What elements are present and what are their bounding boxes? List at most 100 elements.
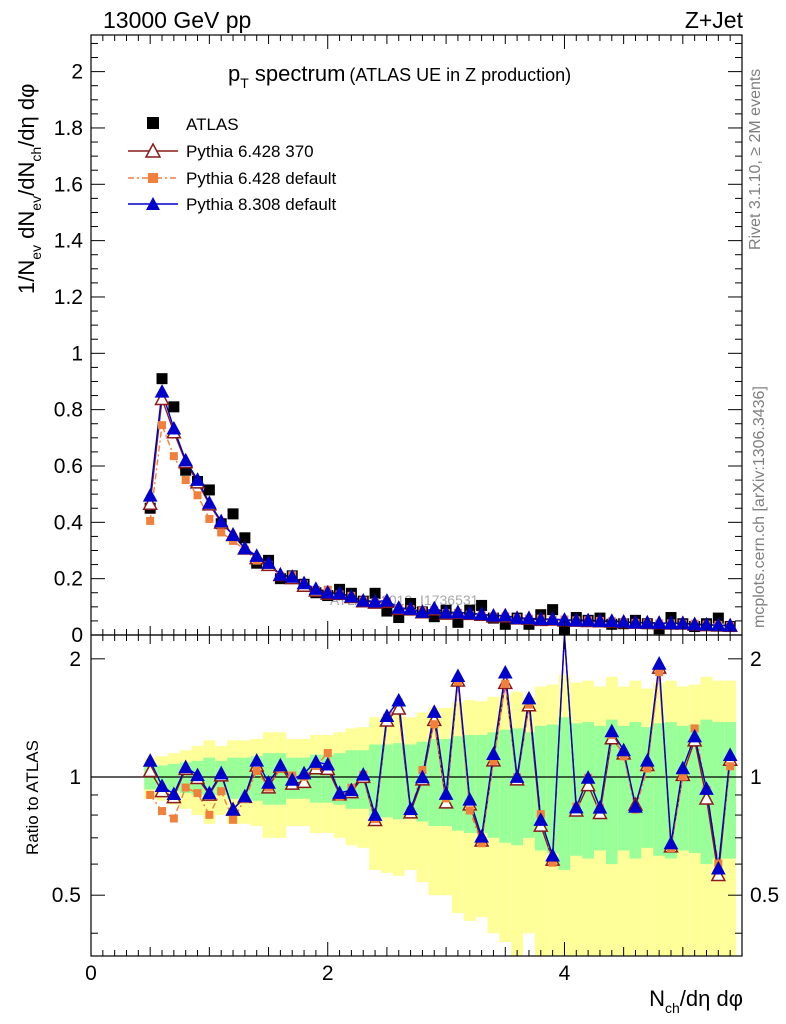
- ratio-point: [533, 812, 549, 826]
- ratio-point: [450, 668, 466, 683]
- atlas-point: [369, 587, 381, 599]
- ratio-point: [237, 788, 253, 803]
- ratio-point: [568, 799, 584, 814]
- atlas-point: [547, 604, 559, 616]
- y-label-p4: /dη dφ: [14, 84, 39, 147]
- ratio-point: [501, 679, 510, 688]
- mc-point: [415, 604, 430, 618]
- ratio-point: [497, 664, 513, 679]
- band-green: [274, 753, 287, 805]
- ratio-point: [678, 772, 687, 781]
- ratio-point: [643, 764, 652, 773]
- x-tick-label: 2: [322, 962, 334, 985]
- mc-point: [308, 581, 324, 595]
- band-green: [203, 757, 216, 799]
- band-green: [392, 743, 405, 820]
- ratio-point: [687, 728, 702, 743]
- ratio-point: [213, 765, 229, 780]
- y-tick-label: 0.8: [54, 399, 83, 422]
- ratio-point: [355, 767, 371, 781]
- mc-point: [497, 607, 513, 622]
- y-tick-label: 0.4: [54, 511, 84, 534]
- band-green: [179, 762, 192, 794]
- ratio-point: [675, 760, 691, 775]
- mc-point: [462, 605, 478, 620]
- band-green: [617, 725, 630, 851]
- ratio-point: [592, 799, 608, 814]
- ratio-point: [225, 802, 241, 816]
- band-green: [345, 750, 358, 809]
- ratio-point: [323, 749, 332, 758]
- band-green: [712, 722, 725, 859]
- mc-point: [237, 540, 253, 555]
- ratio-point: [710, 866, 727, 882]
- mc-point: [213, 513, 229, 528]
- band-green: [641, 727, 654, 848]
- ratio-point: [367, 807, 383, 821]
- ratio-point: [146, 790, 155, 799]
- mc-point: [146, 516, 155, 525]
- ratio-point: [722, 747, 738, 761]
- mc-point: [181, 476, 190, 485]
- ratio-point: [489, 757, 498, 766]
- band-green: [487, 732, 500, 838]
- mc-point: [158, 421, 167, 430]
- atlas-point: [168, 401, 180, 413]
- atlas-point: [156, 373, 168, 385]
- ratio-point: [390, 700, 407, 715]
- legend-pythia6-370-label: Pythia 6.428 370: [186, 142, 314, 161]
- y-label-p1: 1/N: [14, 260, 39, 294]
- band-green: [534, 725, 547, 851]
- ratio-point: [403, 801, 418, 816]
- ratio-point: [616, 742, 631, 757]
- ratio-point: [154, 778, 170, 792]
- ratio-point: [639, 753, 655, 767]
- ratio-point: [415, 769, 430, 784]
- ratio-point: [655, 668, 664, 677]
- band-green: [724, 722, 737, 859]
- ratio-point: [710, 860, 726, 875]
- mc-point: [604, 613, 620, 627]
- band-green: [570, 723, 583, 856]
- mc-point: [169, 452, 178, 461]
- ratio-point: [158, 807, 167, 816]
- ratio-point: [524, 700, 533, 709]
- mc-point: [663, 615, 679, 630]
- ratio-point: [486, 746, 501, 760]
- ratio-point: [699, 781, 714, 795]
- ratio-point: [604, 723, 620, 738]
- y-label-s2: ev: [28, 196, 44, 211]
- mc-point: [320, 584, 336, 599]
- ratio-tick-label-left: 2: [69, 648, 81, 671]
- y-tick-label: 0.6: [54, 455, 83, 478]
- ratio-point: [142, 753, 158, 767]
- mc-point: [568, 612, 584, 627]
- mc-point: [178, 452, 194, 467]
- mc-point: [403, 601, 418, 615]
- y-label-p2: dN: [14, 211, 39, 245]
- y-tick-label: 1: [71, 342, 83, 365]
- mc-point: [273, 567, 288, 581]
- mc-point: [193, 491, 202, 500]
- band-green: [546, 724, 559, 854]
- y-tick-label: 1.2: [54, 286, 83, 309]
- ratio-tick-label-right: 0.5: [750, 884, 779, 907]
- x-label-p1: N: [649, 986, 665, 1011]
- ratio-point: [296, 765, 312, 780]
- ratio-point: [426, 704, 442, 718]
- mc-point: [154, 390, 170, 406]
- band-green: [558, 717, 571, 870]
- y-tick-label: 1.6: [54, 173, 83, 196]
- band-green: [523, 732, 535, 838]
- mc-point: [639, 615, 655, 629]
- mc-point: [580, 612, 596, 627]
- mc-point: [438, 604, 454, 619]
- y-tick-label: 1.4: [54, 230, 84, 253]
- mc-point: [284, 569, 300, 583]
- legend-item-atlas: ATLAS: [147, 115, 239, 134]
- ratio-point: [580, 776, 596, 792]
- ratio-tick-label-right: 2: [750, 648, 762, 671]
- rivet-label: Rivet 3.1.10, ≥ 2M events: [747, 69, 764, 250]
- atlas-point: [499, 618, 511, 630]
- legend-item-pythia6-370: Pythia 6.428 370: [128, 142, 314, 161]
